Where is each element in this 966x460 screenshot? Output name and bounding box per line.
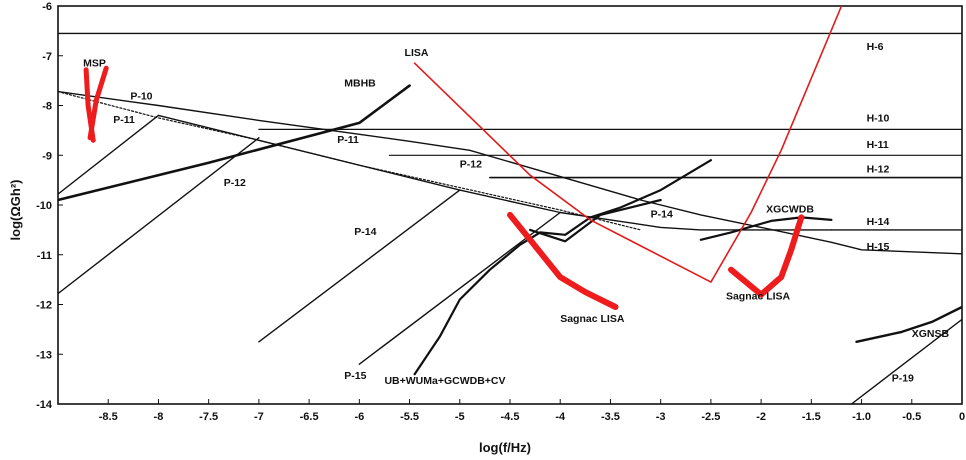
annotation-label: H-10 [867,112,890,124]
x-tick-label: -3.5 [601,411,620,423]
x-tick-label: -7.5 [199,411,218,423]
annotation-label: P-15 [344,370,366,382]
curve-17 [855,305,962,343]
annotations: MSP P-10 P-11 MBHB LISA P-11 P-12 P-12 P-14 P-14 P… [83,41,949,387]
curve-18 [850,318,962,404]
curve-15 [528,198,662,243]
annotation-label: H-15 [867,241,890,253]
annotation-label: H-12 [867,164,890,176]
y-tick-label: -8 [42,101,52,113]
y-tick-label: -6 [42,1,52,13]
x-tick-label: -4 [555,411,566,423]
plot-content [58,6,962,404]
y-tick-label: -11 [37,250,52,262]
x-tick-label: -4.5 [501,411,520,423]
y-axis-title: log(ΩGh²) [8,180,23,241]
x-tick-label: -8 [154,411,164,423]
y-tick-label: -10 [36,200,52,212]
curve-21 [728,214,805,298]
annotation-label: Sagnac LISA [726,291,791,303]
x-tick-label: -7 [254,411,264,423]
annotation-label: XGNSB [912,328,950,340]
curve-6 [258,189,461,343]
curve-3 [157,114,833,231]
curve-2 [58,90,962,255]
annotation-label: H-14 [867,216,890,228]
x-tick-label: -2.5 [701,411,720,423]
x-tick-label: 0 [959,411,965,423]
annotation-label: P-12 [224,177,246,189]
annotation-label: P-14 [354,226,376,238]
x-tick-label: -8.5 [99,411,118,423]
annotation-label: P-11 [113,114,135,126]
curve-23 [87,65,109,141]
x-tick-label: -1.0 [852,411,871,423]
annotation-label: UB+WUMa+GCWDB+CV [384,375,505,387]
curve-5 [58,137,260,295]
x-axis-title: log(f/Hz) [479,440,531,455]
annotation-label: XGCWDB [766,203,814,215]
annotation-label: P-12 [460,159,482,171]
x-tick-label: -2 [756,411,766,423]
x-tick-label: -3 [656,411,666,423]
curve-16 [699,216,833,241]
y-tick-label: -7 [42,51,52,63]
y-tick-label: -9 [42,150,52,162]
x-tick-label: -6 [354,411,364,423]
annotation-label: MBHB [344,78,376,90]
x-tick-label: -0.5 [902,411,921,423]
y-tick-label: -14 [36,399,53,411]
curve-20 [507,211,619,310]
annotation-label: P-11 [337,134,359,146]
curve-13 [58,84,411,202]
annotation-label: H-6 [867,41,884,53]
y-tick-label: -13 [36,349,52,361]
annotation-label: LISA [405,47,429,59]
plot-frame [57,5,963,405]
annotation-label: H-11 [867,139,889,151]
curve-19 [413,6,843,283]
y-tick-label: -12 [36,300,52,312]
axis-ticks: -8.5 -8 -7.5 -7 -6.5 -6 -5.5 -5 -4.5 -4 -3.5 -3 -2.5… [36,1,965,423]
x-tick-label: -1.5 [802,411,821,423]
annotation-label: MSP [83,58,106,70]
curve-12 [58,90,642,231]
annotation-label: P-14 [651,208,673,220]
curve-14 [413,159,713,376]
x-tick-label: -5 [455,411,465,423]
annotation-label: P-10 [130,91,152,103]
curve-4 [58,114,160,195]
annotation-label: P-19 [892,373,914,385]
x-tick-label: -6.5 [300,411,319,423]
x-tick-label: -5.5 [400,411,419,423]
annotation-label: Sagnac LISA [560,313,625,325]
